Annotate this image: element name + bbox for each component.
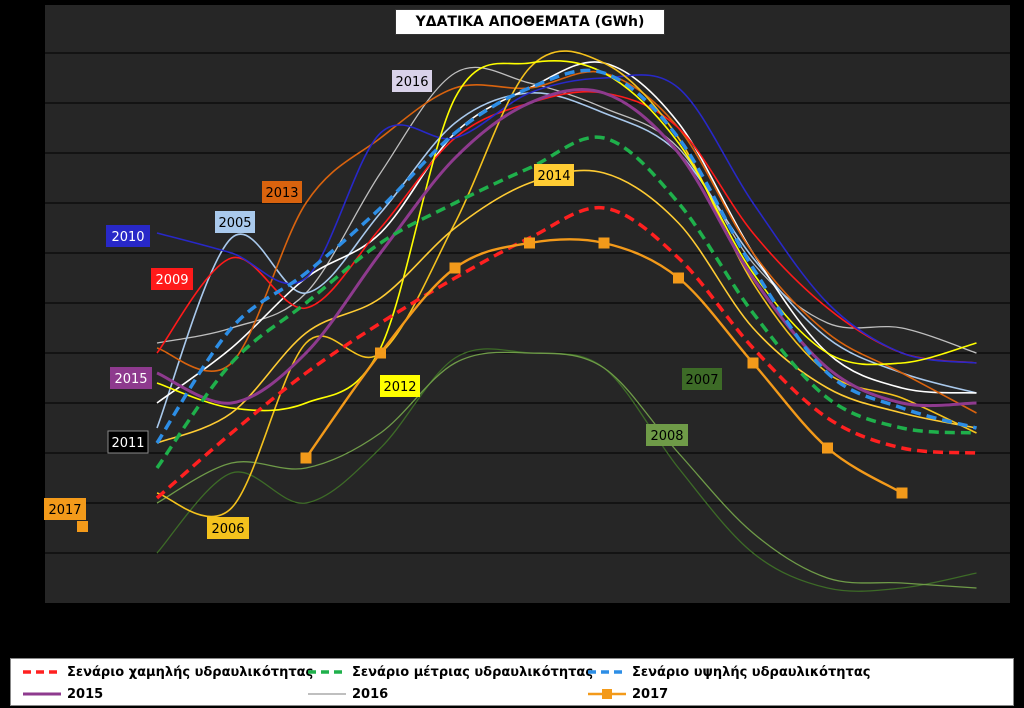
point-label-box-y2005 — [215, 211, 255, 233]
legend: Σενάριο χαμηλής υδραυλικότητας Σενάριο μ… — [10, 658, 1014, 706]
series-markers — [77, 237, 908, 532]
point-label-box-y2017 — [44, 498, 86, 520]
legend-item-high: Σενάριο υψηλής υδραυλικότητας — [586, 662, 870, 682]
point-label-y2014: 2014 — [537, 169, 570, 184]
legend-swatch — [588, 689, 626, 699]
legend-item-medium: Σενάριο μέτριας υδραυλικότητας — [306, 662, 593, 682]
point-labels: 2016 2013 2005 2010 2009 2014 2015 2012 2011 2007… — [44, 70, 722, 539]
series-line-y2015 — [156, 88, 977, 408]
marker-2017 — [822, 442, 833, 454]
series-line-y2013 — [156, 70, 977, 414]
series-line-y2005 — [156, 92, 977, 429]
point-label-box-y2013 — [262, 181, 302, 203]
point-label-box-y2009 — [151, 268, 193, 290]
point-label-box-y2010 — [106, 225, 150, 247]
legend-swatch — [23, 692, 61, 696]
point-label-box-y2012 — [380, 375, 420, 397]
legend-item-low: Σενάριο χαμηλής υδραυλικότητας — [21, 662, 313, 682]
legend-label: 2016 — [352, 686, 389, 702]
point-label-y2006: 2006 — [211, 522, 244, 537]
marker-2017 — [449, 262, 461, 274]
point-label-y2017: 2017 — [48, 503, 81, 518]
legend-swatch — [23, 670, 61, 674]
legend-label: 2017 — [632, 686, 669, 702]
series-line-low — [155, 205, 977, 500]
legend-swatch — [588, 670, 626, 674]
legend-label: 2015 — [67, 686, 104, 702]
legend-swatch — [308, 670, 346, 674]
series-line-high — [155, 68, 977, 444]
series-line-y2012 — [156, 59, 977, 412]
point-label-y2011: 2011 — [111, 436, 144, 451]
point-label-box-y2014 — [534, 164, 574, 186]
point-label-box-y2006 — [207, 517, 249, 539]
legend-label: Σενάριο χαμηλής υδραυλικότητας — [67, 664, 314, 680]
point-label-box-y2008 — [646, 424, 688, 446]
point-label-box-y2007 — [682, 368, 722, 390]
point-label-y2010: 2010 — [111, 230, 144, 245]
marker-2017 — [300, 452, 312, 464]
point-label-y2012: 2012 — [383, 380, 416, 395]
series-line-y2009 — [156, 90, 977, 364]
legend-item-2017: 2017 — [586, 684, 668, 704]
marker-2017 — [375, 347, 386, 359]
marker-2017 — [747, 357, 759, 369]
series-line-y2010 — [156, 74, 977, 364]
point-label-box-y2015 — [110, 367, 152, 389]
point-label-y2009: 2009 — [155, 273, 188, 288]
point-label-y2016: 2016 — [395, 75, 428, 90]
point-label-box-y2016 — [392, 70, 432, 92]
legend-label: Σενάριο μέτριας υδραυλικότητας — [352, 664, 594, 680]
marker-2017-label — [77, 521, 88, 532]
chart-title: ΥΔΑΤΙΚΑ ΑΠΟΘΕΜΑΤΑ (GWh) — [395, 9, 665, 35]
legend-item-2015: 2015 — [21, 684, 103, 704]
marker-2017 — [673, 272, 684, 284]
point-label-y2013: 2013 — [265, 186, 298, 201]
marker-2017 — [896, 487, 908, 499]
legend-item-2016: 2016 — [306, 684, 388, 704]
series-line-y2008 — [156, 351, 977, 589]
point-label-y2008: 2008 — [650, 429, 683, 444]
legend-label: Σενάριο υψηλής υδραυλικότητας — [632, 664, 871, 680]
point-label-y2015: 2015 — [114, 372, 147, 387]
legend-swatch — [308, 693, 346, 695]
marker-2017 — [524, 237, 535, 249]
marker-2017 — [598, 237, 610, 249]
point-label-box-y2011 — [107, 430, 149, 454]
series-line-medium — [155, 135, 977, 470]
point-label-y2005: 2005 — [218, 216, 251, 231]
point-label-y2007: 2007 — [685, 373, 718, 388]
